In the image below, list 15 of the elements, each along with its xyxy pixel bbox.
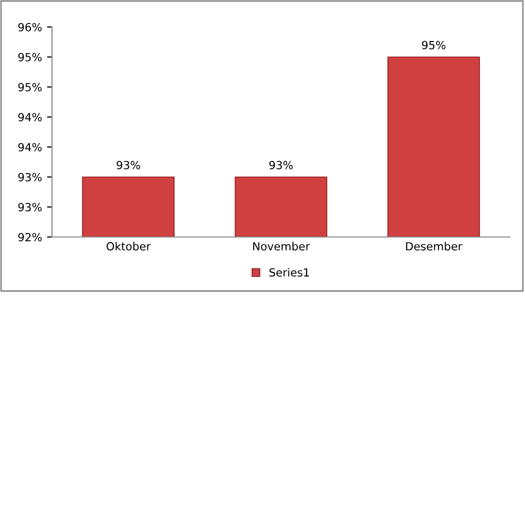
text: 95%: [422, 40, 446, 50]
x-tick-label: Oktober: [106, 242, 151, 250]
y-tick-label: 93%: [18, 172, 42, 182]
x-tick-label: November: [253, 242, 310, 250]
legend-label: Series1: [269, 268, 309, 277]
y-tick-label: 95%: [18, 82, 42, 92]
y-tick-label: 95%: [18, 52, 42, 62]
x-tick-label: Desember: [406, 242, 462, 250]
y-tick-label: 94%: [18, 112, 42, 122]
y-tick-label: 93%: [18, 202, 42, 212]
y-tick-label: 96%: [18, 22, 42, 32]
text: 93%: [269, 160, 293, 170]
text: 93%: [116, 160, 140, 170]
y-tick-label: 94%: [18, 142, 42, 152]
y-tick-label: 92%: [18, 232, 42, 242]
